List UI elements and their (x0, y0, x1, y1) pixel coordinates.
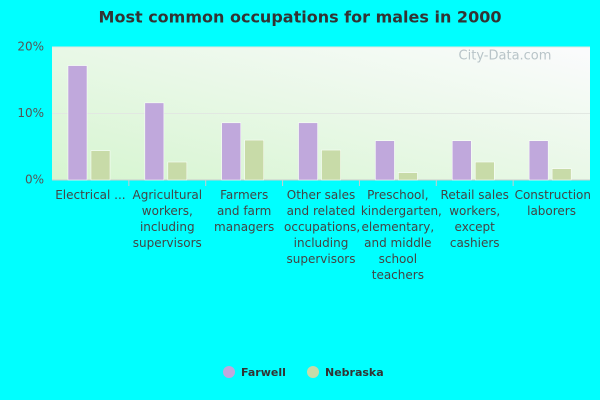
x-tick-label: Preschool, kindergarten, elementary, and… (360, 188, 442, 282)
x-tick-label: Retail sales workers, except cashiers (440, 188, 509, 250)
bar (551, 168, 572, 181)
bar (144, 102, 165, 181)
legend-marker (223, 366, 235, 378)
bar (321, 149, 341, 181)
bar (528, 140, 549, 181)
x-tick-label: Construction laborers (514, 188, 591, 218)
chart-title: Most common occupations for males in 200… (99, 8, 502, 27)
bar (67, 65, 88, 181)
bar (90, 150, 111, 181)
bar (375, 140, 395, 181)
x-tick-label: Agricultural workers, including supervis… (132, 188, 203, 250)
legend-marker (307, 366, 319, 378)
legend-label: Nebraska (325, 366, 384, 379)
y-tick-label: 0% (25, 173, 44, 187)
bar (167, 161, 188, 181)
bar (452, 140, 472, 181)
x-tick-label: Electrical ... (55, 188, 126, 202)
bar (475, 161, 495, 181)
y-tick-label: 20% (17, 40, 44, 54)
x-tick-label: Farmers and farm managers (214, 188, 275, 234)
bar (244, 139, 264, 181)
x-tick-label: Other sales and related occupations, inc… (284, 188, 361, 266)
bar (221, 122, 241, 181)
bar (398, 172, 418, 181)
y-tick-label: 10% (17, 106, 44, 120)
watermark: City-Data.com (459, 49, 552, 64)
legend-label: Farwell (241, 366, 286, 379)
bar (298, 122, 318, 181)
